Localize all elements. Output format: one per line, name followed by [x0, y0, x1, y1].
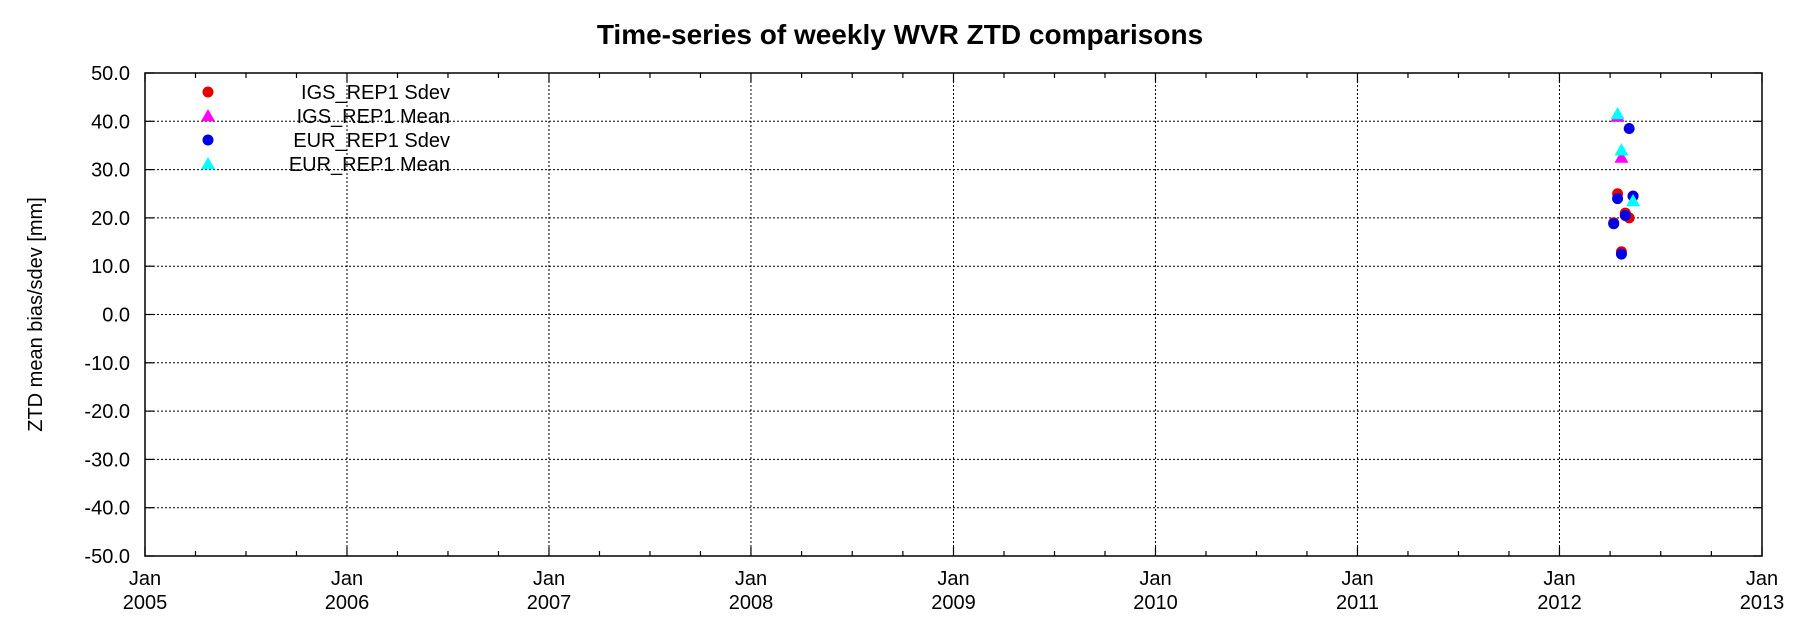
- data-point: [1623, 123, 1635, 135]
- x-tick-year: 2012: [1537, 592, 1582, 614]
- minor-tick-marks: [194, 73, 1712, 556]
- x-tick-month: Jan: [1139, 568, 1171, 590]
- x-tick-month: Jan: [735, 568, 767, 590]
- x-tick-month: Jan: [1543, 568, 1575, 590]
- x-tick-month: Jan: [331, 568, 363, 590]
- y-tick-label: 20.0: [91, 208, 130, 230]
- x-tick-year: 2008: [729, 592, 774, 614]
- legend-label: IGS_REP1 Mean: [297, 106, 450, 128]
- y-tick-label: 30.0: [91, 160, 130, 182]
- data-point: [1610, 107, 1625, 120]
- x-tick-month: Jan: [937, 568, 969, 590]
- x-tick-year: 2011: [1336, 592, 1379, 614]
- x-tick-month: Jan: [129, 568, 161, 590]
- chart-title: Time-series of weekly WVR ZTD comparison…: [597, 19, 1203, 50]
- y-axis-label: ZTD mean bias/sdev [mm]: [25, 197, 47, 432]
- y-tick-label: -20.0: [84, 401, 130, 423]
- y-tick-label: 10.0: [91, 256, 130, 278]
- data-point: [1614, 143, 1629, 156]
- x-tick-year: 2006: [325, 592, 370, 614]
- x-tick-year: 2013: [1740, 592, 1785, 614]
- plot-frame: [144, 72, 1763, 557]
- legend-marker: [201, 109, 215, 122]
- x-axis-ticks: Jan2005Jan2006Jan2007Jan2008Jan2009Jan20…: [123, 73, 1785, 614]
- y-tick-label: -30.0: [84, 449, 130, 471]
- x-tick-month: Jan: [1746, 568, 1778, 590]
- x-tick-year: 2009: [931, 592, 976, 614]
- y-tick-label: 40.0: [91, 111, 130, 133]
- x-tick-year: 2010: [1133, 592, 1178, 614]
- x-tick-year: 2007: [527, 592, 572, 614]
- data-point: [1619, 209, 1631, 221]
- legend-entry: EUR_REP1 Mean: [201, 154, 450, 176]
- y-axis-ticks: 50.0 40.0 30.0 20.0 10.0 0.0 -10.0 -20.0 -30.0 -4…: [84, 63, 1762, 568]
- grid-lines: [145, 73, 1762, 556]
- legend-entry: IGS_REP1 Sdev: [202, 82, 450, 104]
- data-point: [1612, 193, 1624, 205]
- x-tick-month: Jan: [1341, 568, 1373, 590]
- series-eur-rep1-sdev: [1608, 123, 1639, 260]
- series-eur-rep1-mean: [1610, 107, 1641, 207]
- legend-label: IGS_REP1 Sdev: [301, 82, 450, 104]
- x-tick-year: 2005: [123, 592, 168, 614]
- legend-marker: [202, 134, 214, 146]
- legend-label: EUR_REP1 Mean: [289, 154, 450, 176]
- y-tick-label: -40.0: [84, 498, 130, 520]
- data-point: [1614, 150, 1629, 163]
- data-points: [1608, 107, 1641, 260]
- data-point: [1608, 218, 1620, 230]
- y-tick-label: -50.0: [84, 546, 130, 568]
- legend-label: EUR_REP1 Sdev: [293, 130, 450, 152]
- y-tick-label: 50.0: [91, 63, 130, 85]
- legend-marker: [202, 86, 214, 98]
- x-tick-month: Jan: [533, 568, 565, 590]
- legend-marker: [201, 157, 215, 170]
- y-tick-label: -10.0: [84, 353, 130, 375]
- y-tick-label: 0.0: [102, 305, 130, 327]
- legend-entry: IGS_REP1 Mean: [201, 106, 450, 128]
- data-point: [1626, 193, 1641, 207]
- legend-entry: EUR_REP1 Sdev: [202, 130, 450, 152]
- data-point: [1615, 248, 1627, 260]
